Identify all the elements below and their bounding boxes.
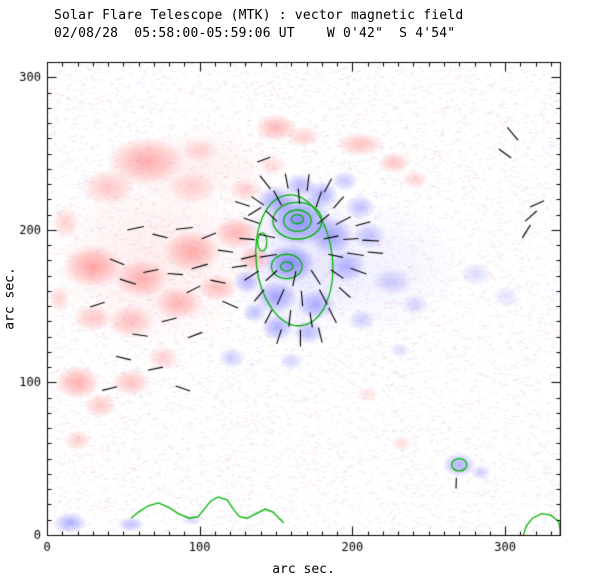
figure-title: Solar Flare Telescope (MTK) : vector mag… — [54, 8, 464, 23]
y-axis-label: arc sec. — [2, 267, 18, 330]
x-axis-label: arc sec. — [272, 562, 335, 577]
figure-subtitle: 02/08/28 05:58:00-05:59:06 UT W 0'42" S … — [54, 26, 456, 41]
